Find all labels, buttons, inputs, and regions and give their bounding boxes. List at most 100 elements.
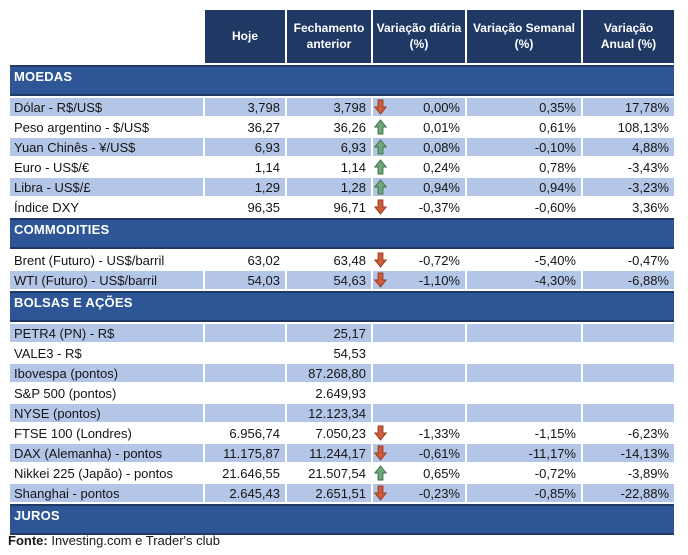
- row-label: Nikkei 225 (Japão) - pontos: [10, 464, 203, 482]
- cell-variacao-semanal: -5,40%: [467, 251, 581, 269]
- cell-variacao-diaria: -0,23%: [373, 484, 465, 502]
- cell-hoje: 96,35: [205, 198, 285, 216]
- column-header-fechamento-anterior: Fechamento anterior: [287, 10, 371, 63]
- cell-variacao-semanal: [467, 324, 581, 342]
- cell-variacao-diaria: 0,00%: [373, 98, 465, 116]
- table-row: NYSE (pontos) 12.123,34: [10, 404, 674, 422]
- section-title: BOLSAS E AÇÕES: [10, 291, 674, 322]
- cell-variacao-semanal: -0,60%: [467, 198, 581, 216]
- cell-variacao-diaria: 0,24%: [373, 158, 465, 176]
- row-label: Euro - US$/€: [10, 158, 203, 176]
- row-label: PETR4 (PN) - R$: [10, 324, 203, 342]
- cell-hoje: [205, 364, 285, 382]
- section-title: COMMODITIES: [10, 218, 674, 249]
- source-label: Fonte:: [8, 533, 48, 548]
- table-row: DAX (Alemanha) - pontos 11.175,87 11.244,1…: [10, 444, 674, 462]
- cell-fechamento: 87.268,80: [287, 364, 371, 382]
- table-row: S&P 500 (pontos) 2.649,93: [10, 384, 674, 402]
- cell-variacao-diaria: -1,33%: [373, 424, 465, 442]
- cell-variacao-semanal: 0,61%: [467, 118, 581, 136]
- cell-variacao-anual: [583, 364, 674, 382]
- source-line: Fonte: Investing.com e Trader's club: [8, 533, 220, 548]
- cell-variacao-anual: -0,47%: [583, 251, 674, 269]
- down-arrow-icon: [373, 99, 388, 115]
- variacao-diaria-value: -0,37%: [418, 199, 460, 215]
- row-label: VALE3 - R$: [10, 344, 203, 362]
- cell-variacao-diaria: -0,61%: [373, 444, 465, 462]
- variacao-diaria-value: -1,10%: [418, 272, 460, 288]
- cell-variacao-diaria: -0,37%: [373, 198, 465, 216]
- table-row: Nikkei 225 (Japão) - pontos 21.646,55 21.5…: [10, 464, 674, 482]
- section-title: MOEDAS: [10, 65, 674, 96]
- cell-variacao-diaria: [373, 384, 465, 402]
- cell-fechamento: 12.123,34: [287, 404, 371, 422]
- variacao-diaria-value: 0,94%: [423, 179, 460, 195]
- cell-fechamento: 11.244,17: [287, 444, 371, 462]
- table-row: Brent (Futuro) - US$/barril 63,02 63,48 -0,…: [10, 251, 674, 269]
- row-label: Dólar - R$/US$: [10, 98, 203, 116]
- cell-fechamento: 21.507,54: [287, 464, 371, 482]
- cell-hoje: [205, 344, 285, 362]
- cell-hoje: 6,93: [205, 138, 285, 156]
- cell-variacao-anual: 17,78%: [583, 98, 674, 116]
- down-arrow-icon: [373, 272, 388, 288]
- cell-variacao-semanal: 0,78%: [467, 158, 581, 176]
- variacao-diaria-value: 0,00%: [423, 99, 460, 115]
- column-header-hoje: Hoje: [205, 10, 285, 63]
- cell-variacao-diaria: [373, 324, 465, 342]
- cell-hoje: 2.645,43: [205, 484, 285, 502]
- header-row: Hoje Fechamento anterior Variação diária…: [10, 10, 674, 63]
- cell-hoje: 3,798: [205, 98, 285, 116]
- cell-variacao-anual: -3,43%: [583, 158, 674, 176]
- row-label: S&P 500 (pontos): [10, 384, 203, 402]
- table-row: PETR4 (PN) - R$ 25,17: [10, 324, 674, 342]
- cell-variacao-anual: [583, 344, 674, 362]
- variacao-diaria-value: 0,08%: [423, 139, 460, 155]
- cell-fechamento: 2.649,93: [287, 384, 371, 402]
- cell-variacao-anual: -3,23%: [583, 178, 674, 196]
- down-arrow-icon: [373, 445, 388, 461]
- cell-hoje: 36,27: [205, 118, 285, 136]
- variacao-diaria-value: 0,24%: [423, 159, 460, 175]
- cell-variacao-anual: [583, 324, 674, 342]
- row-label: Brent (Futuro) - US$/barril: [10, 251, 203, 269]
- variacao-diaria-value: 0,65%: [423, 465, 460, 481]
- cell-fechamento: 2.651,51: [287, 484, 371, 502]
- column-header-variacao-diaria: Variação diária (%): [373, 10, 465, 63]
- cell-variacao-semanal: 0,94%: [467, 178, 581, 196]
- cell-variacao-semanal: -1,15%: [467, 424, 581, 442]
- cell-variacao-semanal: 0,35%: [467, 98, 581, 116]
- cell-variacao-diaria: 0,08%: [373, 138, 465, 156]
- down-arrow-icon: [373, 252, 388, 268]
- cell-variacao-diaria: -1,10%: [373, 271, 465, 289]
- table-row: Euro - US$/€ 1,14 1,14 0,24% 0,78% -3,43%: [10, 158, 674, 176]
- market-table: Hoje Fechamento anterior Variação diária…: [8, 8, 676, 537]
- table-row: WTI (Futuro) - US$/barril 54,03 54,63 -1,10…: [10, 271, 674, 289]
- table-row: FTSE 100 (Londres) 6.956,74 7.050,23 -1,33%…: [10, 424, 674, 442]
- table-row: VALE3 - R$ 54,53: [10, 344, 674, 362]
- cell-variacao-anual: [583, 404, 674, 422]
- cell-fechamento: 3,798: [287, 98, 371, 116]
- variacao-diaria-value: -1,33%: [418, 425, 460, 441]
- cell-fechamento: 36,26: [287, 118, 371, 136]
- cell-fechamento: 63,48: [287, 251, 371, 269]
- section-title: JUROS: [10, 504, 674, 535]
- cell-fechamento: 25,17: [287, 324, 371, 342]
- header-spacer: [10, 10, 203, 63]
- row-label: Shanghai - pontos: [10, 484, 203, 502]
- cell-hoje: 11.175,87: [205, 444, 285, 462]
- row-label: Ibovespa (pontos): [10, 364, 203, 382]
- row-label: Libra - US$/£: [10, 178, 203, 196]
- cell-hoje: [205, 404, 285, 422]
- section-row: COMMODITIES: [10, 218, 674, 249]
- cell-variacao-diaria: [373, 344, 465, 362]
- cell-variacao-anual: -22,88%: [583, 484, 674, 502]
- cell-variacao-semanal: -0,10%: [467, 138, 581, 156]
- cell-variacao-anual: -6,23%: [583, 424, 674, 442]
- row-label: NYSE (pontos): [10, 404, 203, 422]
- row-label: Yuan Chinês - ¥/US$: [10, 138, 203, 156]
- section-row: JUROS: [10, 504, 674, 535]
- table-row: Peso argentino - $/US$ 36,27 36,26 0,01% 0,6…: [10, 118, 674, 136]
- row-label: FTSE 100 (Londres): [10, 424, 203, 442]
- cell-variacao-anual: -3,89%: [583, 464, 674, 482]
